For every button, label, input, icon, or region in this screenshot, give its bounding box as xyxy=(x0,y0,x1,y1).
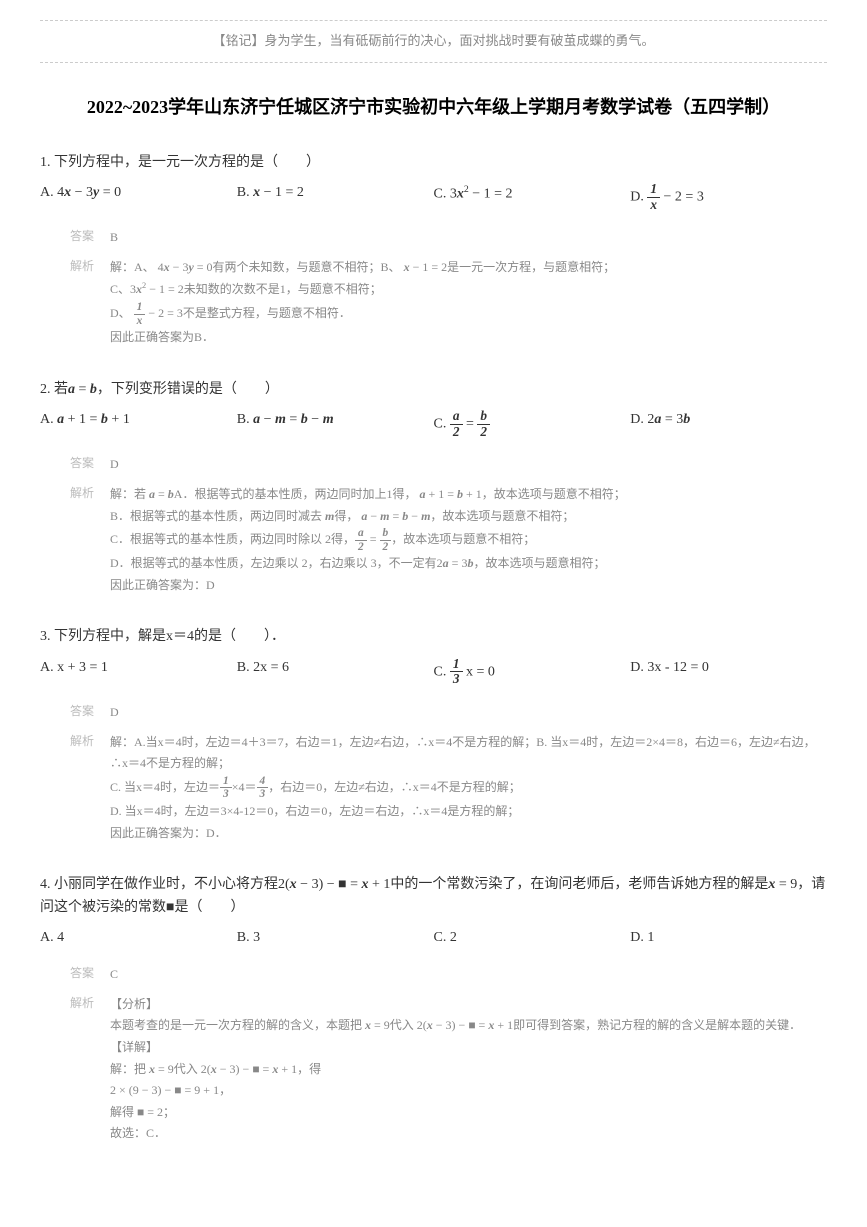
opt-text: 4 xyxy=(57,930,64,945)
option-d: D. 1x − 2 = 3 xyxy=(630,182,827,212)
question-stem: 下列方程中，解是x＝4的是（ ）． xyxy=(54,629,285,644)
answer-label: 答案 xyxy=(70,964,110,986)
analysis-label: 解析 xyxy=(70,994,110,1145)
question-3: 3. 下列方程中，解是x＝4的是（ ）． A. x + 3 = 1 B. 2x … xyxy=(40,626,827,844)
option-d: D. 2a = 3b xyxy=(630,409,827,439)
analysis-line: 因此正确答案为B． xyxy=(110,327,827,349)
analysis-label: 解析 xyxy=(70,732,110,844)
answer-label: 答案 xyxy=(70,702,110,724)
option-d: D. 1 xyxy=(630,927,827,949)
option-b: B. x − 1 = 2 xyxy=(237,182,434,212)
analysis-line: 因此正确答案为：D． xyxy=(110,823,827,845)
option-d: D. 3x - 12 = 0 xyxy=(630,657,827,687)
analysis-content: 解：若 a = bA．根据等式的基本性质，两边同时加上1得， a + 1 = b… xyxy=(110,484,827,596)
analysis-block: 解析 解：A、 4x − 3y = 0有两个未知数，与题意不相符；B、 x − … xyxy=(40,257,827,349)
option-b: B. a − m = b − m xyxy=(237,409,434,439)
analysis-line: C．根据等式的基本性质，两边同时除以 2得，a2 = b2，故本选项与题意不相符… xyxy=(110,527,827,553)
analysis-block: 解析 【分析】 本题考查的是一元一次方程的解的含义，本题把 x = 9代入 2(… xyxy=(40,994,827,1145)
opt-text: 2 xyxy=(450,930,457,945)
question-text: 3. 下列方程中，解是x＝4的是（ ）． xyxy=(40,626,827,648)
question-number: 3. xyxy=(40,629,51,644)
analysis-line: 解：若 a = bA．根据等式的基本性质，两边同时加上1得， a + 1 = b… xyxy=(110,484,827,506)
analysis-line: 【详解】 xyxy=(110,1037,827,1059)
analysis-line: 解：A.当x＝4时，左边＝4＋3＝7，右边＝1，左边≠右边，∴x＝4不是方程的解… xyxy=(110,732,827,775)
option-c: C. 2 xyxy=(434,927,631,949)
option-c: C. 3x2 − 1 = 2 xyxy=(434,182,631,212)
analysis-block: 解析 解：A.当x＝4时，左边＝4＋3＝7，右边＝1，左边≠右边，∴x＝4不是方… xyxy=(40,732,827,844)
analysis-line: C. 当x＝4时，左边＝13×4＝43，右边＝0，左边≠右边，∴x＝4不是方程的… xyxy=(110,775,827,801)
option-a: A. 4 xyxy=(40,927,237,949)
opt-text: 3 xyxy=(253,930,260,945)
question-stem: 下列方程中，是一元一次方程的是（ ） xyxy=(54,155,320,170)
answer-block: 答案 C xyxy=(40,964,827,986)
analysis-line: D．根据等式的基本性质，左边乘以 2，右边乘以 3，不一定有2a = 3b，故本… xyxy=(110,553,827,575)
answer-block: 答案 D xyxy=(40,454,827,476)
answer-value: C xyxy=(110,964,827,986)
options-row: A. 4x − 3y = 0 B. x − 1 = 2 C. 3x2 − 1 =… xyxy=(40,182,827,212)
analysis-label: 解析 xyxy=(70,484,110,596)
option-a: A. a + 1 = b + 1 xyxy=(40,409,237,439)
answer-block: 答案 B xyxy=(40,227,827,249)
option-c: C. 13 x = 0 xyxy=(434,657,631,687)
question-text: 1. 下列方程中，是一元一次方程的是（ ） xyxy=(40,152,827,174)
page-container: 【铭记】身为学生，当有砥砺前行的决心，面对挑战时要有破茧成蝶的勇气。 2022~… xyxy=(0,0,867,1215)
opt-text: 1 xyxy=(647,930,654,945)
question-2: 2. 若a = b，下列变形错误的是（ ） A. a + 1 = b + 1 B… xyxy=(40,379,827,597)
motto-text: 【铭记】身为学生，当有砥砺前行的决心，面对挑战时要有破茧成蝶的勇气。 xyxy=(40,20,827,63)
analysis-block: 解析 解：若 a = bA．根据等式的基本性质，两边同时加上1得， a + 1 … xyxy=(40,484,827,596)
analysis-content: 解：A、 4x − 3y = 0有两个未知数，与题意不相符；B、 x − 1 =… xyxy=(110,257,827,349)
analysis-content: 解：A.当x＝4时，左边＝4＋3＝7，右边＝1，左边≠右边，∴x＝4不是方程的解… xyxy=(110,732,827,844)
option-c: C. a2 = b2 xyxy=(434,409,631,439)
answer-value: D xyxy=(110,454,827,476)
analysis-line: B．根据等式的基本性质，两边同时减去 m得， a − m = b − m，故本选… xyxy=(110,506,827,528)
question-1: 1. 下列方程中，是一元一次方程的是（ ） A. 4x − 3y = 0 B. … xyxy=(40,152,827,349)
analysis-line: D、 1x − 2 = 3不是整式方程，与题意不相符． xyxy=(110,301,827,327)
question-number: 1. xyxy=(40,155,51,170)
answer-block: 答案 D xyxy=(40,702,827,724)
analysis-line: 解得 ■ = 2； xyxy=(110,1102,827,1124)
options-row: A. x + 3 = 1 B. 2x = 6 C. 13 x = 0 D. 3x… xyxy=(40,657,827,687)
answer-label: 答案 xyxy=(70,227,110,249)
analysis-line: 解：把 x = 9代入 2(x − 3) − ■ = x + 1，得 xyxy=(110,1059,827,1081)
answer-value: B xyxy=(110,227,827,249)
question-4: 4. 小丽同学在做作业时，不小心将方程2(x − 3) − ■ = x + 1中… xyxy=(40,874,827,1145)
question-text: 4. 小丽同学在做作业时，不小心将方程2(x − 3) − ■ = x + 1中… xyxy=(40,874,827,919)
analysis-line: 2 × (9 − 3) − ■ = 9 + 1， xyxy=(110,1080,827,1102)
analysis-label: 解析 xyxy=(70,257,110,349)
option-a: A. 4x − 3y = 0 xyxy=(40,182,237,212)
analysis-line: 本题考查的是一元一次方程的解的含义，本题把 x = 9代入 2(x − 3) −… xyxy=(110,1015,827,1037)
option-b: B. 3 xyxy=(237,927,434,949)
question-text: 2. 若a = b，下列变形错误的是（ ） xyxy=(40,379,827,401)
options-row: A. 4 B. 3 C. 2 D. 1 xyxy=(40,927,827,949)
answer-value: D xyxy=(110,702,827,724)
analysis-line: C、3x2 − 1 = 2未知数的次数不是1，与题意不相符； xyxy=(110,278,827,301)
analysis-line: 因此正确答案为：D xyxy=(110,575,827,597)
analysis-line: D. 当x＝4时，左边＝3×4-12＝0，右边＝0，左边＝右边，∴x＝4是方程的… xyxy=(110,801,827,823)
exam-title: 2022~2023学年山东济宁任城区济宁市实验初中六年级上学期月考数学试卷（五四… xyxy=(40,93,827,122)
question-number: 2. xyxy=(40,382,51,397)
analysis-content: 【分析】 本题考查的是一元一次方程的解的含义，本题把 x = 9代入 2(x −… xyxy=(110,994,827,1145)
option-b: B. 2x = 6 xyxy=(237,657,434,687)
analysis-line: 解：A、 4x − 3y = 0有两个未知数，与题意不相符；B、 x − 1 =… xyxy=(110,257,827,279)
analysis-line: 故选：C． xyxy=(110,1123,827,1145)
analysis-line: 【分析】 xyxy=(110,994,827,1016)
option-a: A. x + 3 = 1 xyxy=(40,657,237,687)
question-number: 4. xyxy=(40,877,51,892)
options-row: A. a + 1 = b + 1 B. a − m = b − m C. a2 … xyxy=(40,409,827,439)
answer-label: 答案 xyxy=(70,454,110,476)
